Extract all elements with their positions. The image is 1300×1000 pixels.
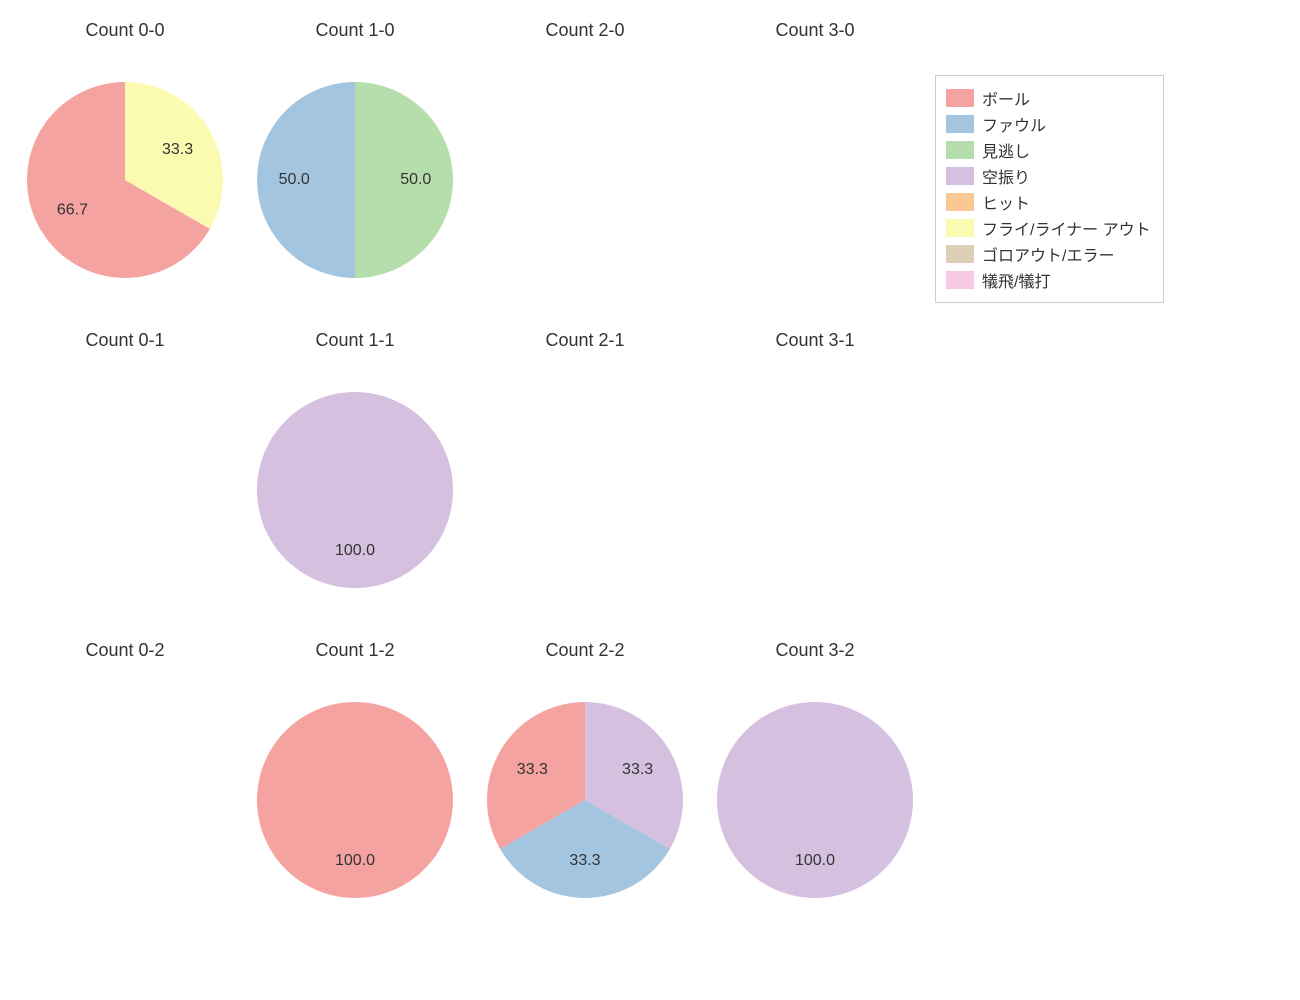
chart-title: Count 2-1 [545, 330, 624, 351]
chart-cell: Count 1-1 100.0 [240, 330, 470, 640]
chart-title: Count 3-1 [775, 330, 854, 351]
pie-chart: 33.3 33.3 33.3 [467, 682, 703, 918]
legend-swatch [946, 219, 974, 237]
pie-chart: 100.0 [697, 682, 933, 918]
pie-slice-label: 100.0 [335, 542, 375, 559]
chart-cell: Count 0-0 66.7 33.3 [10, 20, 240, 330]
pie-slice-label: 33.3 [517, 761, 548, 778]
pie-chart: 66.7 33.3 [7, 62, 243, 298]
pie-slice-label: 33.3 [569, 852, 600, 869]
legend-label: ファウル [982, 112, 1046, 136]
legend-label: ボール [982, 86, 1030, 110]
legend-swatch [946, 167, 974, 185]
pie-chart: 100.0 [237, 372, 473, 608]
legend-swatch [946, 141, 974, 159]
legend-label: ゴロアウト/エラー [982, 242, 1114, 266]
legend-item: ヒット [946, 190, 1151, 214]
legend-label: 見逃し [982, 138, 1030, 162]
chart-cell: Count 2-1 [470, 330, 700, 640]
chart-cell: Count 2-0 [470, 20, 700, 330]
pie-grid-canvas: Count 0-066.733.3Count 1-050.050.0Count … [0, 0, 1300, 1000]
legend-item: 犠飛/犠打 [946, 268, 1151, 292]
legend-swatch [946, 115, 974, 133]
pie-slice-label: 66.7 [57, 202, 88, 219]
legend-item: ゴロアウト/エラー [946, 242, 1151, 266]
chart-cell: Count 2-2 33.3 33.3 33.3 [470, 640, 700, 950]
pie-slice-label: 33.3 [622, 761, 653, 778]
chart-title: Count 1-2 [315, 640, 394, 661]
chart-title: Count 1-1 [315, 330, 394, 351]
chart-title: Count 0-2 [85, 640, 164, 661]
chart-cell: Count 0-1 [10, 330, 240, 640]
chart-title: Count 0-0 [85, 20, 164, 41]
pie-slice-label: 50.0 [279, 171, 310, 188]
chart-title: Count 0-1 [85, 330, 164, 351]
chart-cell: Count 3-0 [700, 20, 930, 330]
legend-item: 空振り [946, 164, 1151, 188]
legend-swatch [946, 193, 974, 211]
legend-label: 犠飛/犠打 [982, 268, 1050, 292]
chart-cell: Count 3-1 [700, 330, 930, 640]
legend-label: フライ/ライナー アウト [982, 216, 1151, 240]
legend-label: ヒット [982, 190, 1030, 214]
pie-chart: 100.0 [237, 682, 473, 918]
chart-title: Count 2-0 [545, 20, 624, 41]
chart-title: Count 3-0 [775, 20, 854, 41]
pie-slice-label: 100.0 [335, 852, 375, 869]
legend-item: フライ/ライナー アウト [946, 216, 1151, 240]
pie-slice-label: 50.0 [400, 171, 431, 188]
chart-cell: Count 1-0 50.0 50.0 [240, 20, 470, 330]
pie-chart: 50.0 50.0 [237, 62, 473, 298]
pie-slice-label: 33.3 [162, 141, 193, 158]
chart-title: Count 2-2 [545, 640, 624, 661]
legend-swatch [946, 245, 974, 263]
legend-item: ボール [946, 86, 1151, 110]
pie-slice-label: 100.0 [795, 852, 835, 869]
chart-title: Count 3-2 [775, 640, 854, 661]
legend-item: ファウル [946, 112, 1151, 136]
chart-cell: Count 3-2 100.0 [700, 640, 930, 950]
legend: ボールファウル見逃し空振りヒットフライ/ライナー アウトゴロアウト/エラー犠飛/… [935, 75, 1164, 303]
chart-cell: Count 0-2 [10, 640, 240, 950]
chart-cell: Count 1-2 100.0 [240, 640, 470, 950]
legend-swatch [946, 271, 974, 289]
legend-swatch [946, 89, 974, 107]
legend-item: 見逃し [946, 138, 1151, 162]
legend-label: 空振り [982, 164, 1030, 188]
chart-title: Count 1-0 [315, 20, 394, 41]
